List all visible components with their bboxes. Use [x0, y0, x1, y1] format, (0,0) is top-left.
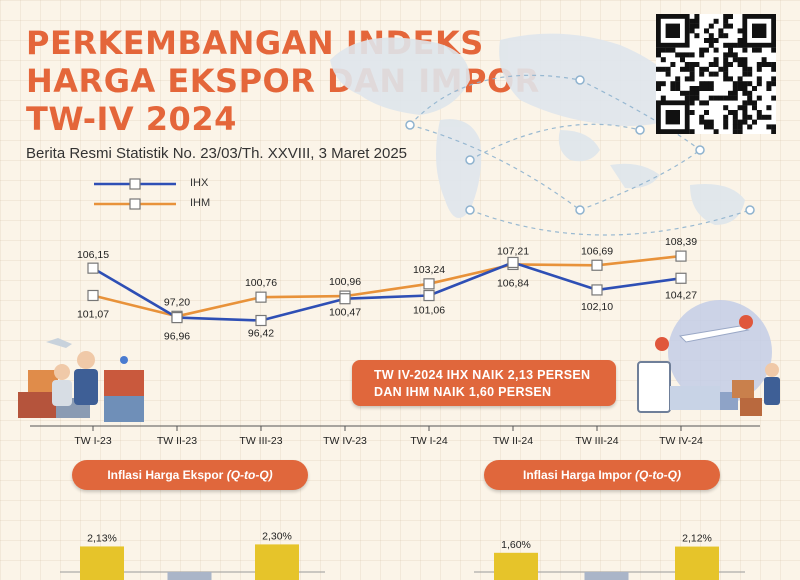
data-point-ihx	[507, 256, 519, 269]
data-point-ihm	[423, 278, 435, 290]
legend-item-ihx: IHX	[90, 174, 220, 194]
legend-label-ihm: IHM	[190, 197, 211, 209]
data-label-ihm: 100,76	[245, 277, 277, 289]
data-label-ihx: 101,06	[413, 305, 445, 317]
x-tick-label: TW I-23	[74, 435, 111, 447]
highlight-line-2: DAN IHM NAIK 1,60 PERSEN	[374, 385, 552, 399]
data-point-ihm	[87, 289, 99, 302]
data-label-ihx: 107,21	[497, 245, 529, 257]
title-line-3: TW-IV 2024	[26, 100, 237, 138]
data-point-ihx	[255, 314, 267, 327]
legend-swatch-ihx-icon	[94, 178, 176, 190]
legend-item-ihm: IHM	[90, 194, 220, 214]
data-label-ihm: 101,07	[77, 308, 109, 320]
data-point-ihx	[87, 262, 99, 274]
data-point-ihm	[591, 259, 603, 271]
export-bar	[167, 572, 212, 580]
data-label-ihm: 100,96	[329, 276, 361, 288]
export-inflation-text: Inflasi Harga Ekspor	[107, 468, 224, 482]
import-bar	[584, 572, 629, 580]
export-bar	[80, 546, 124, 580]
data-label-ihx: 104,27	[665, 289, 697, 301]
data-label-ihm: 108,39	[665, 236, 697, 248]
data-point-ihx	[591, 284, 603, 296]
data-label-ihm: 103,24	[413, 264, 445, 276]
data-point-ihx	[423, 289, 435, 302]
data-label-ihm: 97,20	[164, 296, 190, 308]
subtitle: Berita Resmi Statistik No. 23/03/Th. XXV…	[26, 145, 407, 162]
series-line-ihx	[92, 261, 682, 322]
import-bar-label: 1,60%	[501, 539, 531, 551]
x-tick-label: TW III-23	[239, 435, 282, 447]
data-label-ihm: 106,69	[581, 245, 613, 257]
export-bar-label: 2,13%	[87, 532, 117, 544]
data-point-ihm	[255, 291, 267, 303]
series-line-ihm	[92, 254, 682, 318]
x-tick-label: TW I-24	[410, 435, 447, 447]
data-point-ihx	[171, 312, 183, 324]
data-label-ihx: 102,10	[581, 301, 613, 313]
data-label-ihx: 100,47	[329, 307, 361, 319]
x-tick-label: TW IV-24	[659, 435, 703, 447]
export-inflation-label: Inflasi Harga Ekspor (Q-to-Q)	[72, 460, 308, 490]
highlight-line-1: TW IV-2024 IHX NAIK 2,13 PERSEN	[374, 368, 591, 382]
import-inflation-label: Inflasi Harga Impor (Q-to-Q)	[484, 460, 720, 490]
import-bar-label: 2,12%	[682, 533, 712, 545]
qr-code-icon	[656, 14, 776, 134]
x-tick-label: TW IV-23	[323, 435, 367, 447]
legend-label-ihx: IHX	[190, 177, 209, 189]
data-label-ihm: 106,84	[497, 277, 529, 289]
data-point-ihx	[339, 293, 351, 305]
export-inflation-qualifier: (Q-to-Q)	[226, 468, 273, 482]
highlight-banner: TW IV-2024 IHX NAIK 2,13 PERSEN DAN IHM …	[352, 360, 616, 406]
legend-swatch-ihm-icon	[94, 198, 176, 210]
import-bar	[675, 546, 719, 580]
export-bar	[255, 544, 299, 580]
x-tick-label: TW III-24	[575, 435, 618, 447]
import-bar	[494, 552, 538, 580]
x-tick-label: TW II-24	[493, 435, 533, 447]
import-inflation-text: Inflasi Harga Impor	[522, 468, 632, 482]
data-point-ihx	[675, 272, 687, 284]
data-point-ihm	[675, 250, 687, 262]
x-tick-label: TW II-23	[157, 435, 197, 447]
data-label-ihx: 96,42	[248, 328, 274, 340]
import-inflation-qualifier: (Q-to-Q)	[635, 468, 682, 482]
chart-legend: IHX IHM	[90, 174, 220, 214]
export-bar-label: 2,30%	[262, 530, 292, 542]
data-label-ihx: 96,96	[164, 331, 190, 343]
data-label-ihx: 106,15	[77, 249, 109, 261]
